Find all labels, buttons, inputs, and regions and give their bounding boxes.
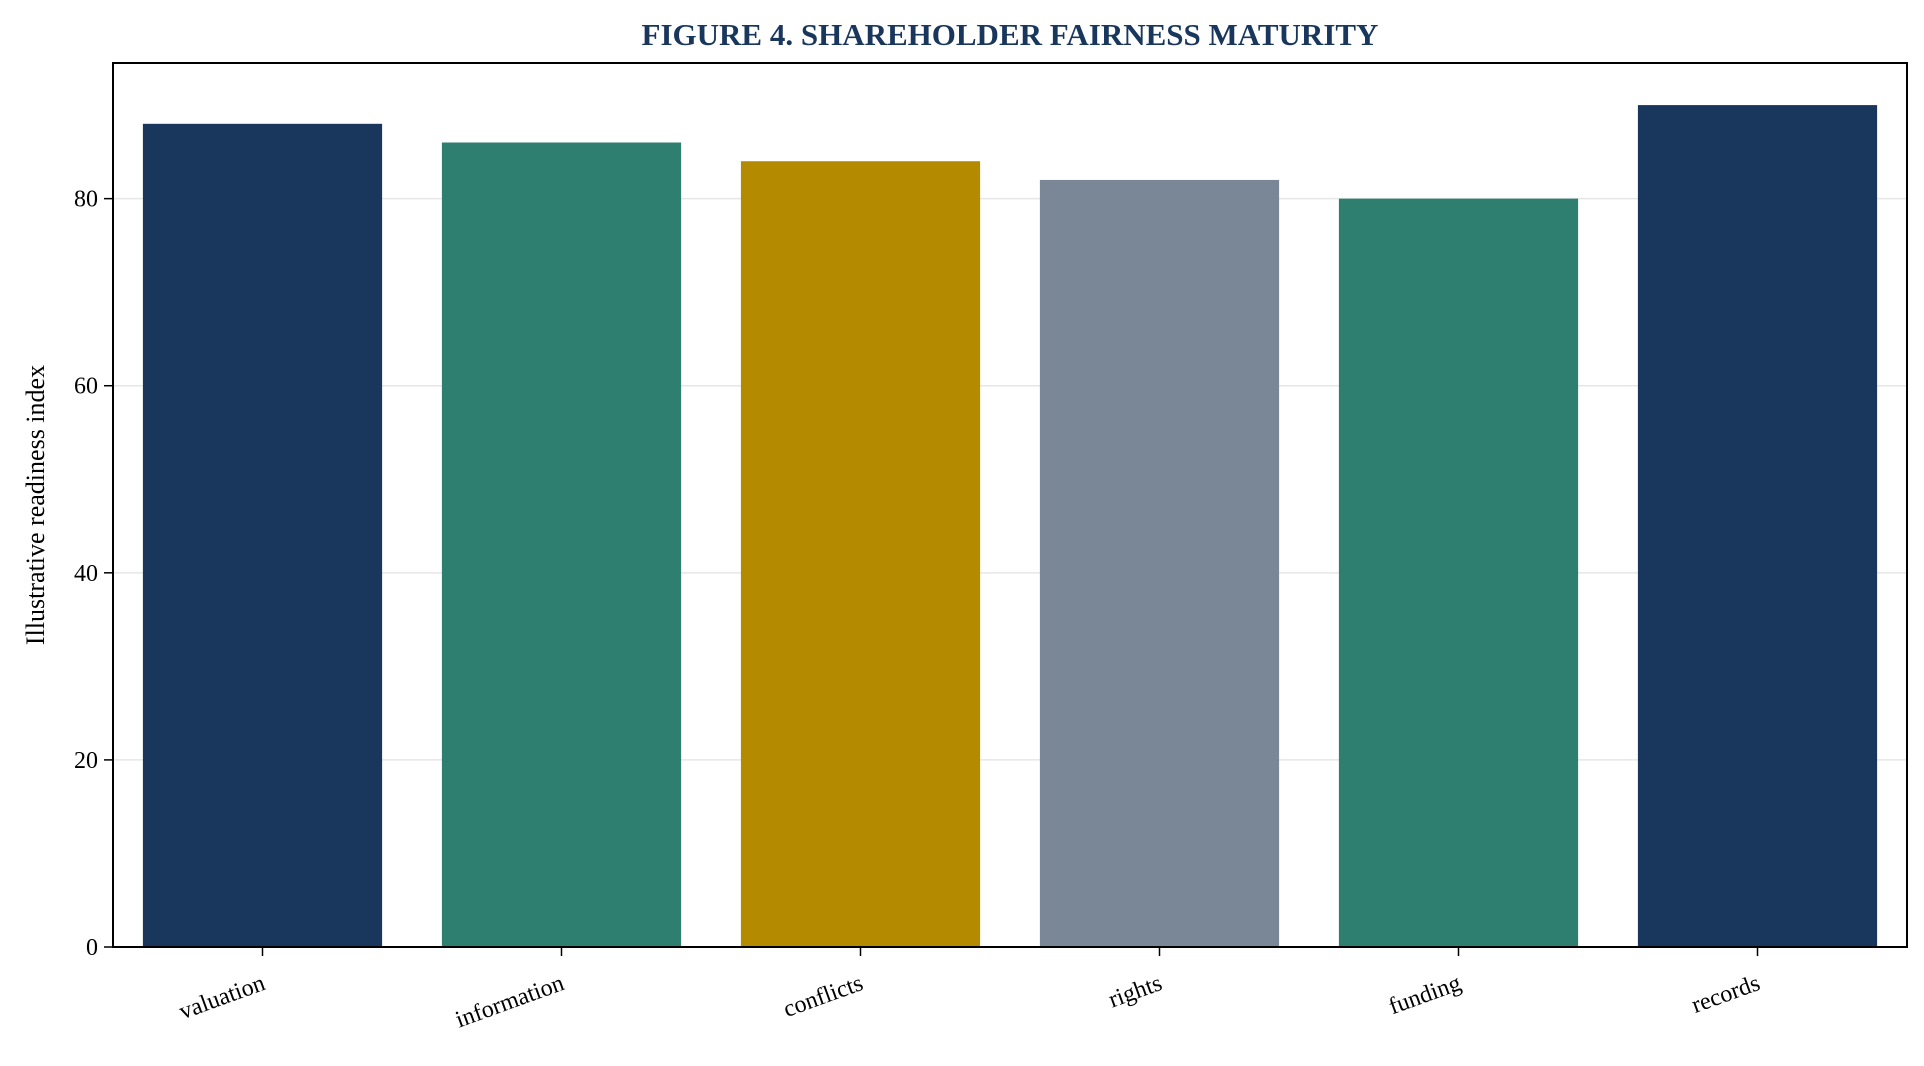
- bar-rights: [1039, 179, 1280, 947]
- x-tick-label: funding: [1385, 970, 1464, 1020]
- bar-funding: [1338, 198, 1579, 948]
- x-tick-label: valuation: [176, 970, 269, 1025]
- bar-information: [441, 142, 682, 947]
- x-tick-label: information: [452, 970, 567, 1033]
- y-tick-label: 20: [74, 748, 98, 774]
- x-tick-label: records: [1688, 970, 1763, 1019]
- x-tick-label: rights: [1105, 970, 1165, 1013]
- plot-frame: [112, 62, 1908, 948]
- x-tick-label: conflicts: [780, 970, 867, 1023]
- bar-records: [1637, 105, 1878, 948]
- y-tick-label: 0: [86, 935, 98, 961]
- y-axis-label: Illustrative readiness index: [21, 365, 50, 645]
- y-tick-label: 60: [74, 374, 98, 400]
- chart-title: FIGURE 4. SHAREHOLDER FAIRNESS MATURITY: [642, 17, 1379, 52]
- bar-conflicts: [740, 161, 981, 947]
- y-tick-label: 40: [74, 561, 98, 587]
- gridlines: [113, 197, 1907, 761]
- y-tick-label: 80: [74, 187, 98, 213]
- bar-valuation: [142, 123, 383, 948]
- bars: [142, 105, 1878, 948]
